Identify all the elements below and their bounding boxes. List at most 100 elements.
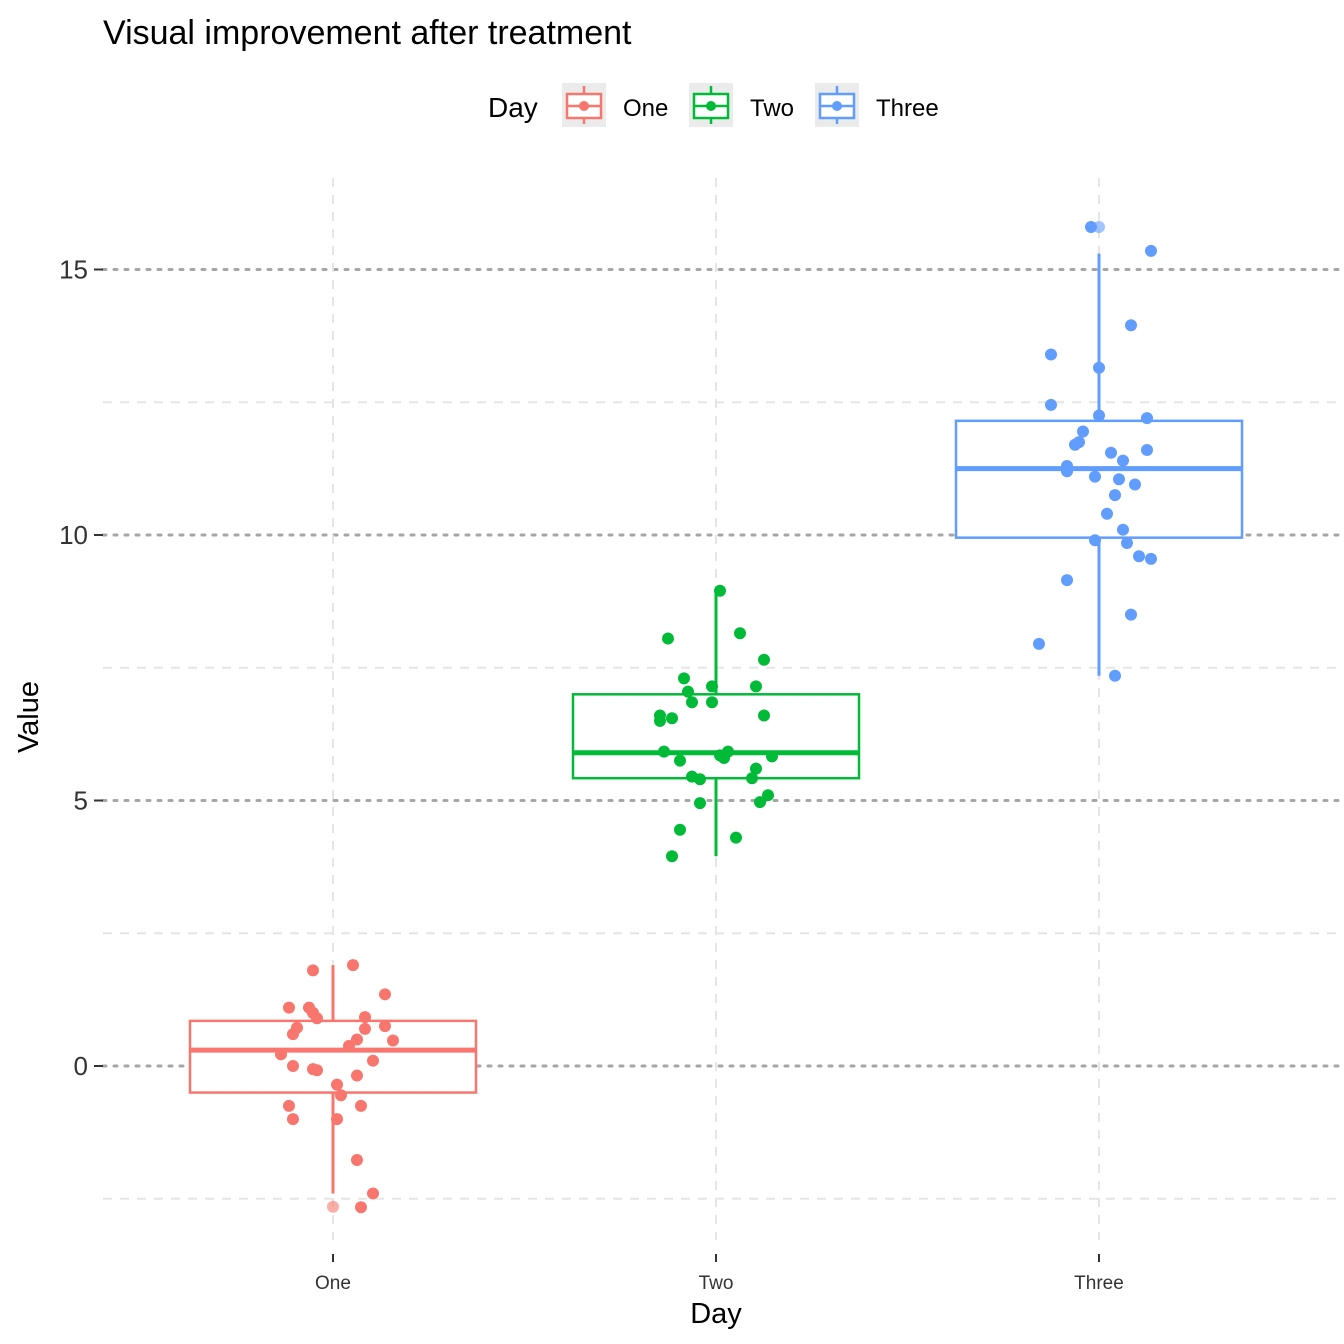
data-point: [1085, 221, 1097, 234]
data-point: [754, 796, 766, 809]
axes: 0 5 10 15 One Two Three: [59, 255, 1124, 1295]
chart-title: Visual improvement after treatment: [103, 14, 632, 52]
data-point: [283, 1001, 295, 1014]
data-point: [1133, 550, 1145, 563]
legend-label: Two: [750, 95, 794, 122]
data-point: [662, 632, 674, 645]
data-point: [347, 959, 359, 972]
data-point: [355, 1099, 367, 1112]
data-point: [367, 1054, 379, 1067]
data-point: [666, 850, 678, 863]
data-point: [1077, 425, 1089, 438]
data-point: [1093, 361, 1105, 374]
data-point: [1109, 669, 1121, 682]
data-point: [351, 1153, 363, 1166]
data-point: [343, 1039, 355, 1052]
data-point: [682, 685, 694, 698]
data-point: [706, 680, 718, 693]
plot-area: [188, 221, 1244, 1214]
data-point: [666, 712, 678, 725]
data-point: [359, 1011, 371, 1024]
data-point: [1061, 574, 1073, 587]
data-point: [335, 1089, 347, 1102]
data-point: [1045, 348, 1057, 361]
x-tick-label: Three: [1074, 1273, 1124, 1294]
data-point: [714, 584, 726, 597]
data-point: [674, 754, 686, 767]
legend-label: One: [623, 95, 668, 122]
data-point: [1125, 319, 1137, 332]
data-point: [1033, 637, 1045, 650]
data-point: [1145, 552, 1157, 565]
data-point: [766, 750, 778, 763]
legend-title: Day: [488, 92, 538, 123]
data-point: [658, 745, 670, 758]
data-point: [283, 1099, 295, 1112]
data-point: [746, 772, 758, 785]
data-point: [287, 1113, 299, 1126]
data-point: [367, 1187, 379, 1200]
data-point: [1125, 608, 1137, 621]
data-point: [1105, 446, 1117, 459]
data-point: [1129, 478, 1141, 491]
data-point: [1141, 412, 1153, 425]
data-point: [379, 1020, 391, 1033]
data-point: [758, 653, 770, 666]
data-point: [1145, 244, 1157, 257]
data-point: [706, 696, 718, 709]
data-point: [1069, 438, 1081, 451]
data-point: [694, 773, 706, 786]
data-point: [351, 1033, 363, 1046]
data-point: [287, 1028, 299, 1041]
data-point: [355, 1201, 367, 1214]
data-point: [359, 1022, 371, 1035]
y-tick-label: 0: [74, 1051, 88, 1081]
data-point: [331, 1078, 343, 1091]
legend-key-one: [562, 83, 606, 127]
data-point: [718, 752, 730, 765]
x-tick-label: One: [315, 1273, 351, 1294]
data-point: [287, 1060, 299, 1072]
legend-key-point: [579, 101, 589, 111]
y-axis-title: Value: [13, 681, 45, 753]
data-point: [1117, 523, 1129, 536]
data-point: [654, 714, 666, 727]
y-tick-label: 10: [59, 520, 88, 550]
box-group-three: [954, 221, 1244, 682]
data-point: [762, 789, 774, 802]
legend-key-point: [832, 101, 842, 111]
data-point: [1089, 534, 1101, 547]
box-group-two: [571, 584, 861, 863]
data-point: [351, 1069, 363, 1082]
data-point: [379, 988, 391, 1001]
box: [571, 693, 861, 780]
data-point: [730, 831, 742, 844]
data-point: [1093, 409, 1105, 422]
data-point: [1101, 507, 1113, 520]
data-point: [331, 1113, 343, 1126]
legend-label: Three: [876, 95, 939, 122]
data-point: [1045, 398, 1057, 411]
data-point: [1089, 470, 1101, 483]
legend-key-three: [815, 83, 859, 127]
data-point: [311, 1012, 323, 1025]
data-point: [694, 797, 706, 810]
data-point: [275, 1048, 287, 1061]
data-point: [311, 1064, 323, 1077]
data-point: [1121, 536, 1133, 549]
data-point: [1141, 444, 1153, 457]
data-point: [674, 823, 686, 836]
y-tick-label: 15: [59, 255, 88, 285]
data-point: [1113, 473, 1125, 486]
data-point: [307, 964, 319, 977]
x-axis-title: Day: [690, 1298, 742, 1330]
legend: Day One Two Three: [488, 83, 939, 127]
data-point: [1109, 489, 1121, 502]
outlier-point: [327, 1200, 339, 1213]
data-point: [734, 627, 746, 640]
y-tick-label: 5: [74, 786, 88, 816]
legend-key-two: [689, 83, 733, 127]
box-group-one: [188, 959, 478, 1214]
x-tick-label: Two: [699, 1273, 734, 1294]
